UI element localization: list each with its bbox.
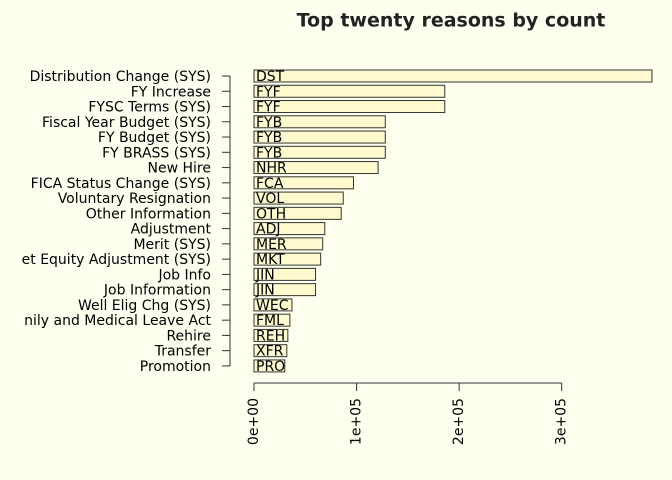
- x-tick-label: 0e+00: [246, 398, 262, 445]
- bar: [253, 359, 286, 373]
- y-tick-label: FY BRASS (SYS): [102, 145, 211, 161]
- y-tick-label: FY Increase: [131, 84, 211, 100]
- bar: [253, 130, 386, 144]
- bar-label: NHR: [256, 161, 287, 177]
- x-tick-label: 3e+05: [554, 398, 570, 445]
- bar-label: OTH: [256, 206, 286, 222]
- bar-label: WEC: [256, 298, 289, 314]
- bar-label: FYF: [256, 100, 281, 116]
- bar: [253, 344, 288, 358]
- bar: [253, 328, 289, 342]
- bar-label: FYF: [256, 84, 281, 100]
- bar-label: FYB: [256, 115, 282, 131]
- y-tick-label: Fiscal Year Budget (SYS): [42, 115, 211, 131]
- bar: [253, 222, 326, 236]
- y-tick-label: FICA Status Change (SYS): [31, 176, 211, 192]
- y-tick-label: nily and Medical Leave Act: [24, 313, 211, 329]
- bar: [253, 176, 354, 190]
- bar-label: DST: [256, 69, 285, 85]
- bar: [253, 84, 446, 98]
- bar: [253, 115, 386, 129]
- bar-label: FML: [256, 313, 284, 329]
- bar: [253, 252, 322, 266]
- bar-label: FYB: [256, 145, 282, 161]
- y-tick-label: Rehire: [166, 328, 211, 344]
- bar: [253, 191, 344, 205]
- y-tick-label: et Equity Adjustment (SYS): [22, 252, 211, 268]
- bar-label: FYB: [256, 130, 282, 146]
- bar-label: REH: [256, 328, 285, 344]
- bar-label: JIN: [255, 283, 275, 299]
- bar: [253, 298, 293, 312]
- bar: [253, 145, 386, 159]
- bar-label: XFR: [256, 344, 284, 360]
- y-tick-label: Distribution Change (SYS): [30, 69, 211, 85]
- y-tick-label: Merit (SYS): [133, 237, 211, 253]
- bar: [253, 237, 324, 251]
- y-tick-label: Other Information: [86, 206, 211, 222]
- bar: [253, 161, 379, 175]
- x-tick-label: 1e+05: [349, 398, 365, 445]
- bar-label: MKT: [256, 252, 285, 268]
- bar: [253, 69, 653, 83]
- y-tick-label: FYSC Terms (SYS): [88, 100, 211, 116]
- y-tick-label: Adjustment: [131, 222, 212, 238]
- y-tick-label: FY Budget (SYS): [98, 130, 211, 146]
- bar: [253, 313, 291, 327]
- x-tick-label: 2e+05: [451, 398, 467, 445]
- bar: [253, 283, 317, 297]
- y-tick-label: New Hire: [148, 161, 211, 177]
- y-tick-label: Voluntary Resignation: [58, 191, 211, 207]
- bar: [253, 100, 446, 114]
- chart-title: Top twenty reasons by count: [297, 10, 606, 32]
- y-tick-label: Transfer: [154, 344, 212, 360]
- y-tick-label: Well Elig Chg (SYS): [78, 298, 211, 314]
- bar-label: JIN: [255, 267, 275, 283]
- y-tick-label: Job Info: [157, 267, 211, 283]
- bar-label: ADJ: [256, 222, 281, 238]
- y-tick-label: Job Information: [103, 283, 211, 299]
- bar-label: VOL: [256, 191, 284, 207]
- bar-label: PRO: [256, 359, 285, 375]
- bar-label: MER: [256, 237, 287, 253]
- y-tick-label: Promotion: [140, 359, 211, 375]
- bar: [253, 267, 317, 281]
- bar: [253, 206, 342, 220]
- bar-label: FCA: [256, 176, 284, 192]
